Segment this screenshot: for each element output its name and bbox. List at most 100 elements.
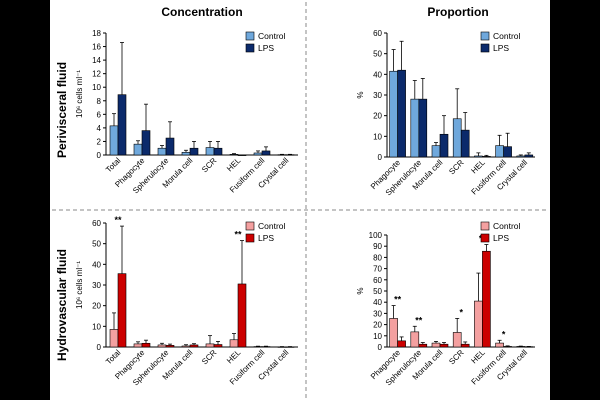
legend-swatch-control	[245, 221, 255, 231]
category-label-scr: SCR	[200, 348, 218, 366]
bar-lps-fusiform-cell	[503, 146, 512, 158]
y-tick-label: 0	[378, 343, 383, 352]
y-tick-label: 0	[97, 151, 102, 160]
bar-control-phagocyte	[389, 70, 398, 158]
y-tick-label: 40	[373, 298, 382, 307]
y-tick-label: 10	[92, 83, 101, 92]
bar-control-morula-cell	[431, 145, 441, 158]
y-tick-label: 20	[373, 112, 382, 121]
chart-peri-prop: 0102030405060%PhagocyteSpherulocyteMorul…	[356, 29, 535, 197]
y-tick-label: 16	[92, 43, 101, 52]
bar-lps-morula-cell	[189, 344, 199, 348]
y-tick-label: 8	[97, 97, 102, 106]
bar-lps-scr	[460, 343, 470, 348]
figure-svg: Concentration Proportion Perivisceral fl…	[52, 2, 548, 398]
y-tick-label: 10	[373, 132, 382, 141]
bar-control-fusiform-cell	[495, 145, 504, 158]
y-axis-label: %	[356, 287, 365, 294]
bar-control-spherulocyte	[157, 344, 167, 348]
row-title-hydrovascular: Hydrovascular fluid	[55, 249, 69, 361]
category-label-hel: HEL	[225, 348, 243, 366]
y-tick-label: 60	[373, 276, 382, 285]
legend-swatch-control	[245, 31, 255, 41]
y-tick-label: 80	[373, 253, 382, 262]
bar-control-phagocyte	[133, 143, 143, 156]
y-tick-label: 50	[373, 287, 382, 296]
category-label-hel: HEL	[225, 156, 243, 174]
y-tick-label: 30	[92, 281, 101, 290]
category-label-scr: SCR	[200, 156, 218, 174]
bar-control-scr	[452, 332, 462, 348]
bar-control-scr	[205, 343, 215, 348]
bar-lps-hel	[482, 250, 491, 348]
significance-scr: *	[459, 307, 463, 317]
bar-control-crystal-cell	[277, 154, 287, 156]
significance-fusiform-cell: *	[502, 329, 506, 339]
bar-control-hel	[229, 154, 239, 156]
bar-lps-crystal-cell	[285, 154, 295, 156]
bar-control-crystal-cell	[516, 155, 526, 158]
bar-control-hel	[229, 339, 239, 348]
category-label-total: Total	[104, 348, 122, 366]
bar-lps-morula-cell	[439, 133, 449, 158]
y-tick-label: 30	[373, 309, 382, 318]
bar-lps-total	[117, 273, 127, 348]
significance-spherulocyte: **	[415, 315, 423, 325]
category-label-hel: HEL	[469, 158, 487, 176]
bar-control-crystal-cell	[516, 346, 526, 348]
bar-lps-crystal-cell	[524, 154, 534, 158]
y-tick-label: 50	[373, 50, 382, 59]
bar-lps-phagocyte	[141, 130, 151, 156]
bar-lps-scr	[213, 147, 223, 156]
bar-lps-hel	[237, 154, 247, 156]
bar-lps-total	[117, 94, 127, 156]
left-black-border	[0, 0, 50, 400]
row-title-perivisceral: Perivisceral fluid	[55, 62, 69, 158]
y-tick-label: 20	[373, 321, 382, 330]
legend-label-control: Control	[258, 221, 286, 231]
legend-label-lps: LPS	[493, 43, 509, 53]
category-label-scr: SCR	[447, 348, 465, 366]
bar-control-morula-cell	[181, 151, 191, 156]
y-tick-label: 0	[378, 153, 383, 162]
legend-label-control: Control	[493, 31, 521, 41]
bar-lps-fusiform-cell	[261, 150, 271, 156]
y-axis-label: 10⁶ cells ml⁻¹	[75, 261, 84, 309]
bar-lps-phagocyte	[141, 342, 151, 348]
bar-lps-scr	[460, 129, 470, 158]
column-title-concentration: Concentration	[161, 5, 242, 19]
y-tick-label: 12	[92, 70, 101, 79]
legend-label-lps: LPS	[493, 233, 509, 243]
legend-label-lps: LPS	[258, 233, 274, 243]
bar-lps-spherulocyte	[418, 343, 428, 348]
category-label-scr: SCR	[447, 158, 465, 176]
bar-control-spherulocyte	[157, 147, 167, 156]
bar-lps-phagocyte	[397, 340, 406, 348]
legend-label-lps: LPS	[258, 43, 274, 53]
bar-lps-spherulocyte	[165, 345, 175, 348]
bar-lps-spherulocyte	[418, 98, 428, 158]
bar-control-hel	[474, 300, 483, 348]
category-label-hel: HEL	[469, 348, 487, 366]
bar-lps-spherulocyte	[165, 137, 175, 156]
right-black-border	[550, 0, 600, 400]
y-tick-label: 50	[92, 240, 101, 249]
bar-lps-phagocyte	[397, 69, 406, 158]
bar-lps-fusiform-cell	[503, 346, 512, 348]
y-tick-label: 4	[97, 124, 102, 133]
category-label-total: Total	[104, 156, 122, 174]
significance-hel: **	[234, 230, 242, 240]
bar-control-morula-cell	[181, 345, 191, 348]
bar-control-scr	[205, 147, 215, 156]
bar-lps-hel	[237, 283, 247, 348]
y-tick-label: 60	[92, 219, 101, 228]
bar-control-phagocyte	[133, 343, 143, 348]
significance-phagocyte: **	[394, 295, 402, 305]
bar-control-fusiform-cell	[495, 342, 504, 348]
bar-control-scr	[452, 118, 462, 158]
legend-label-control: Control	[493, 221, 521, 231]
bar-lps-scr	[213, 344, 223, 348]
bar-control-morula-cell	[431, 342, 441, 348]
bar-lps-morula-cell	[189, 147, 199, 156]
